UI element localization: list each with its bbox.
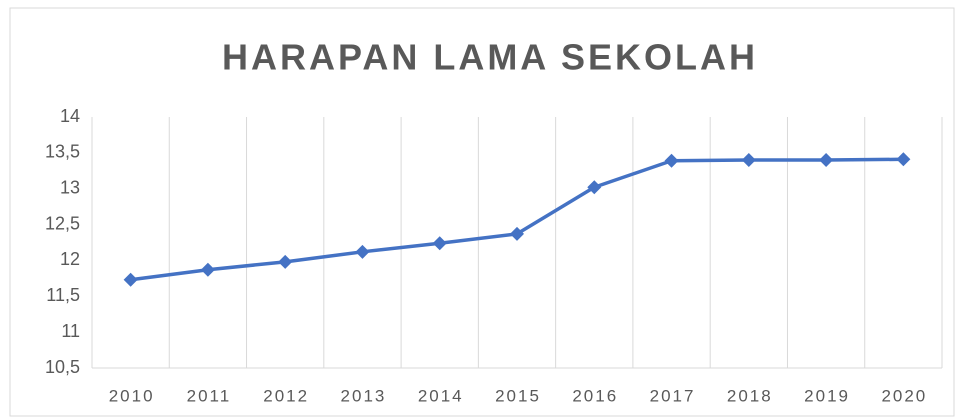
x-tick-label: 2018	[727, 386, 773, 405]
marker	[432, 236, 447, 251]
y-tick-label: 11	[61, 321, 80, 341]
y-tick-label: 13,5	[45, 142, 80, 162]
marker	[896, 152, 911, 167]
x-tick-label: 2011	[187, 386, 232, 405]
x-tick-label: 2016	[572, 386, 618, 405]
marker	[819, 153, 834, 168]
x-tick-label: 2019	[804, 386, 850, 405]
chart-border	[9, 7, 955, 417]
x-tick-label: 2013	[341, 386, 387, 405]
x-tick-label: 2017	[650, 386, 696, 405]
chart-title: HARAPAN LAMA SEKOLAH	[222, 37, 758, 78]
x-tick-label: 2010	[109, 386, 155, 405]
y-tick-label: 12	[60, 249, 80, 269]
marker	[664, 153, 679, 168]
marker	[741, 153, 756, 168]
x-tick-label: 2020	[881, 386, 927, 405]
x-tick-label: 2014	[418, 386, 464, 405]
y-tick-label: 10,5	[45, 357, 80, 377]
x-tick-label: 2015	[495, 386, 541, 405]
marker	[123, 272, 138, 287]
marker	[355, 244, 370, 259]
marker	[200, 262, 215, 277]
marker	[510, 226, 524, 241]
x-tick-label: 2012	[263, 386, 309, 405]
y-tick-label: 11,5	[46, 285, 80, 305]
marker	[587, 180, 602, 195]
y-tick-label: 13	[60, 177, 80, 197]
y-tick-label: 14	[60, 106, 80, 126]
y-tick-label: 12,5	[45, 213, 80, 233]
marker	[278, 254, 293, 269]
